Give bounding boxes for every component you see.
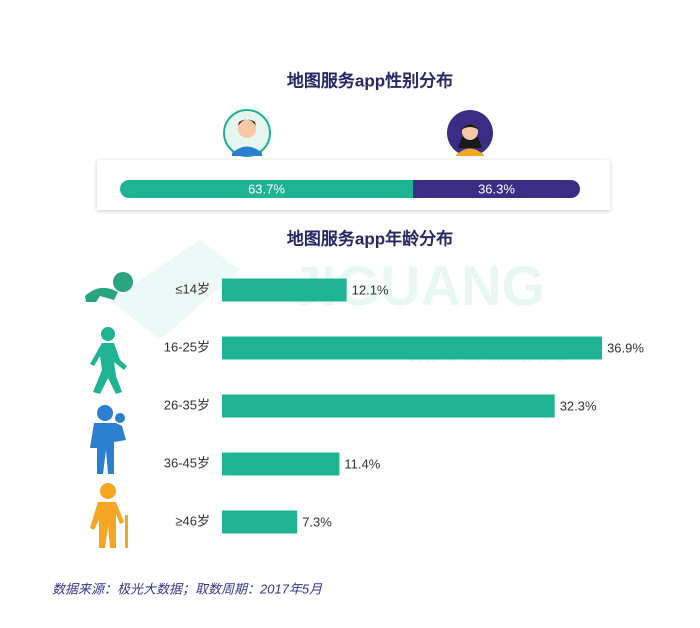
- source-note: 数据来源：极光大数据；取数周期：2017年5月: [52, 581, 323, 596]
- bar: [222, 336, 603, 360]
- value-label: 36.3%: [478, 181, 515, 196]
- category-label: 16-25岁: [164, 339, 210, 354]
- elder-icon: [90, 483, 128, 548]
- chart-title: 地图服务app年龄分布: [287, 228, 453, 248]
- male-icon: [223, 109, 271, 157]
- category-label: 36-45岁: [164, 455, 210, 470]
- bar: [222, 452, 340, 476]
- value-label: 11.4%: [344, 456, 380, 471]
- value-label: 32.3%: [560, 398, 597, 413]
- value-label: 7.3%: [302, 514, 332, 529]
- female-icon: [447, 110, 493, 156]
- gender-bar: [413, 180, 580, 198]
- value-label: 63.7%: [248, 181, 285, 196]
- gender-bar: [120, 180, 414, 198]
- value-label: 36.9%: [607, 340, 644, 355]
- chart-title: 地图服务app性别分布: [287, 70, 453, 90]
- watermark-logo: [110, 240, 240, 340]
- bar: [222, 394, 555, 418]
- bar: [222, 278, 347, 302]
- category-label: 26-35岁: [164, 397, 210, 412]
- bar: [222, 510, 298, 534]
- category-label: ≥46岁: [175, 513, 210, 528]
- parent-icon: [90, 405, 126, 474]
- baby-icon: [85, 272, 133, 302]
- category-label: ≤14岁: [175, 281, 210, 296]
- value-label: 12.1%: [352, 282, 389, 297]
- youth-icon: [90, 327, 127, 394]
